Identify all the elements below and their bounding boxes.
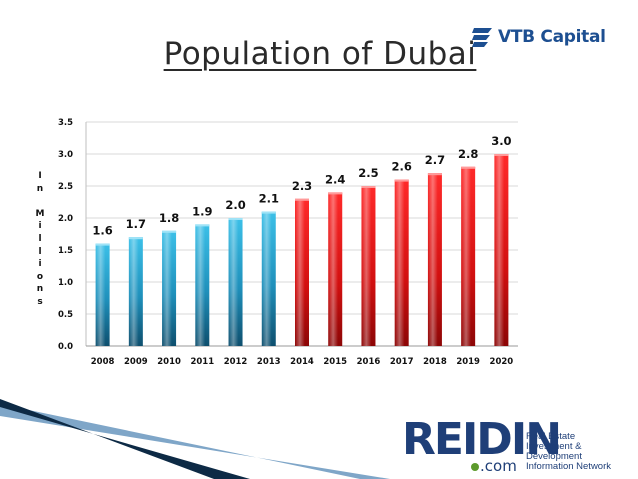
x-tick-label: 2009 — [124, 357, 148, 367]
y-tick-label: 1.0 — [58, 278, 73, 288]
y-tick-label: 3.5 — [58, 118, 73, 128]
bar-top-cap — [95, 243, 110, 246]
bar-highlight — [494, 154, 509, 346]
data-label: 1.7 — [126, 217, 146, 231]
bar-top-cap — [228, 218, 243, 220]
y-tick-label: 0.5 — [58, 310, 73, 320]
y-axis-label-char: M — [35, 208, 45, 219]
y-axis-label-char: l — [38, 233, 42, 244]
x-tick-label: 2008 — [91, 357, 115, 367]
bar-top-cap — [195, 224, 210, 227]
y-axis-label-char: n — [36, 284, 44, 295]
data-label: 3.0 — [491, 134, 511, 148]
data-label: 2.6 — [392, 160, 412, 174]
y-axis-label-char: n — [36, 183, 44, 194]
reidin-tagline: Real Estate Investment & Development Inf… — [526, 432, 638, 472]
y-tick-label: 2.5 — [58, 182, 73, 192]
reidin-logo-dot-icon — [471, 463, 479, 471]
reidin-logo: REIDIN .com Real Estate Investment & Dev… — [398, 418, 638, 479]
y-axis-label-char: o — [36, 271, 44, 282]
x-tick-label: 2012 — [224, 357, 248, 367]
bar-top-cap — [328, 192, 343, 195]
y-axis-label: I n M i l l i o n s — [30, 170, 50, 309]
chart-labels: 0.0 0.5 1.0 1.5 2.0 2.5 3.0 3.5 1.6 2008 1.7 2009 1.… — [58, 118, 513, 367]
bar-top-cap — [494, 154, 509, 156]
bar-highlight — [195, 224, 210, 346]
reidin-tagline-line: Information Network — [526, 461, 612, 472]
y-tick-label: 3.0 — [58, 150, 73, 160]
bar-highlight — [361, 186, 376, 346]
vtb-logo-icon — [472, 28, 492, 47]
data-label: 1.9 — [192, 204, 212, 218]
bar-top-cap — [295, 198, 309, 201]
bar-top-cap — [394, 179, 409, 182]
x-tick-label: 2016 — [357, 357, 381, 367]
data-label: 1.8 — [159, 211, 179, 225]
x-tick-label: 2020 — [490, 357, 514, 367]
x-tick-label: 2019 — [456, 357, 480, 367]
x-tick-label: 2018 — [423, 357, 447, 367]
vtb-capital-logo: VTB Capital — [470, 20, 620, 56]
data-label: 2.7 — [425, 153, 445, 167]
x-tick-label: 2015 — [323, 357, 347, 367]
bar-top-cap — [162, 230, 177, 233]
slide-title: Population of Dubai — [163, 36, 477, 72]
reidin-tagline-line: Investment & Development — [526, 441, 582, 462]
bar-top-cap — [361, 186, 376, 188]
x-tick-label: 2014 — [290, 357, 314, 367]
data-label: 2.4 — [325, 172, 345, 186]
bar-highlight — [162, 230, 177, 346]
bar-top-cap — [427, 173, 442, 176]
bar-highlight — [128, 237, 143, 346]
bar-top-cap — [128, 237, 143, 240]
data-label: 2.8 — [458, 147, 478, 161]
y-tick-label: 2.0 — [58, 214, 73, 224]
data-label: 2.0 — [225, 198, 245, 212]
y-tick-label: 1.5 — [58, 246, 73, 256]
bar-highlight — [427, 173, 442, 346]
bar-highlight — [328, 192, 343, 346]
y-axis-label-char: i — [38, 221, 42, 232]
bar-highlight — [461, 166, 476, 346]
x-tick-label: 2011 — [190, 357, 214, 367]
bar-highlight — [295, 198, 309, 346]
bar-top-cap — [461, 166, 476, 169]
bar-highlight — [394, 179, 409, 346]
data-label: 2.1 — [259, 192, 279, 206]
data-label: 2.3 — [292, 179, 312, 193]
data-label: 1.6 — [92, 224, 112, 238]
bar-highlight — [228, 218, 243, 346]
chart-bars — [95, 154, 509, 346]
x-tick-label: 2017 — [390, 357, 414, 367]
x-tick-label: 2013 — [257, 357, 281, 367]
vtb-logo-text: VTB Capital — [498, 27, 606, 47]
bar-highlight — [95, 243, 110, 346]
y-axis-label-char: s — [37, 296, 43, 307]
x-tick-label: 2010 — [157, 357, 181, 367]
reidin-logo-com: .com — [480, 457, 517, 475]
reidin-tagline-line: Real Estate — [526, 431, 576, 442]
bar-highlight — [261, 211, 276, 346]
y-axis-label-char: i — [38, 259, 42, 270]
data-label: 2.5 — [358, 166, 378, 180]
y-tick-label: 0.0 — [58, 342, 73, 352]
y-axis-label-char: I — [38, 171, 42, 181]
y-axis-label-char: l — [38, 246, 42, 257]
reidin-logo-word: REIDIN — [402, 414, 562, 465]
bar-top-cap — [261, 211, 276, 214]
